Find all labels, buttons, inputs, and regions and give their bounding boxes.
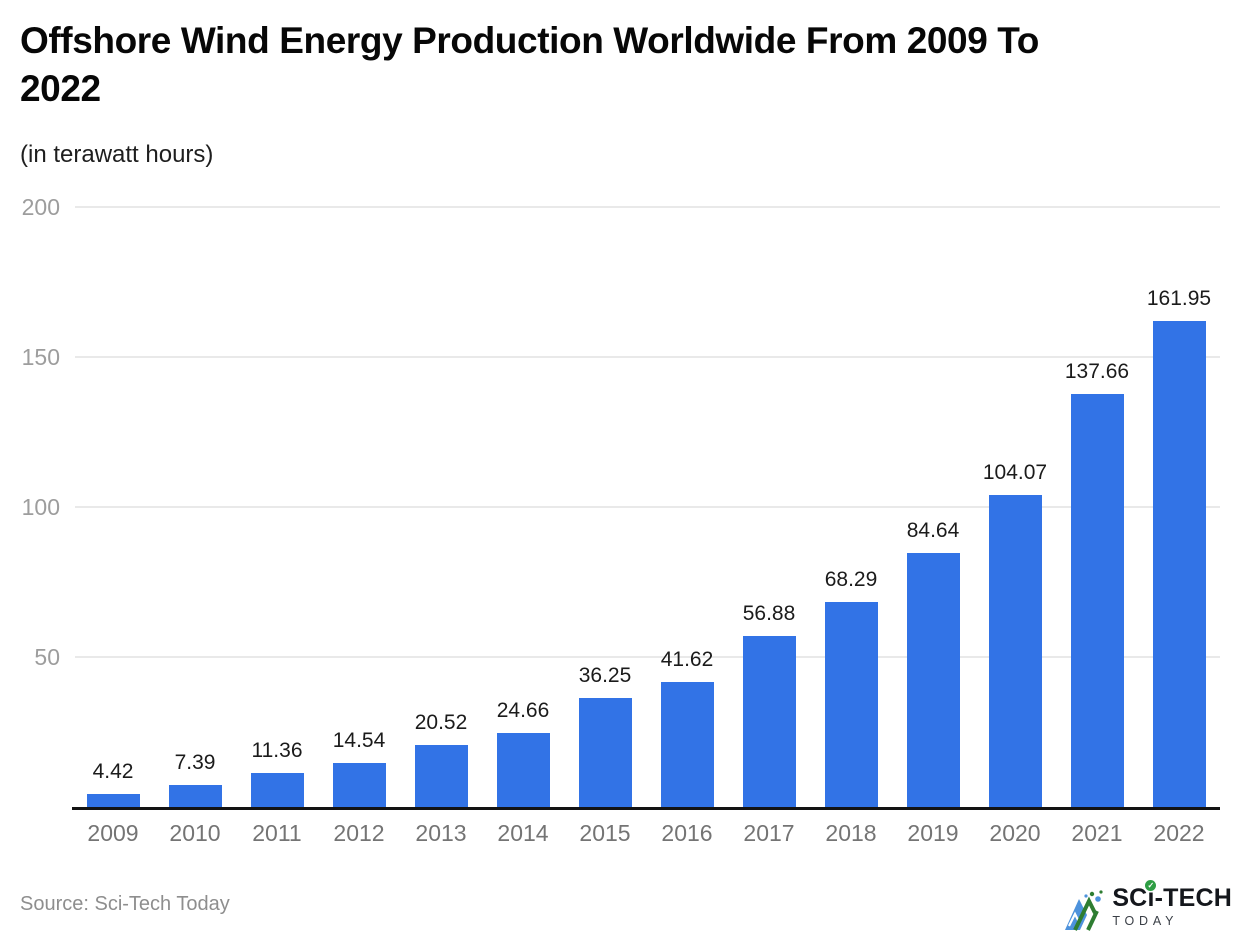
check-icon: ✓ bbox=[1145, 880, 1157, 891]
y-axis-tick-label: 150 bbox=[21, 344, 60, 370]
bar-2014 bbox=[496, 733, 550, 807]
x-axis-tick-label: 2009 bbox=[87, 820, 139, 846]
gridline bbox=[75, 206, 1220, 208]
bar-2018 bbox=[824, 602, 878, 807]
bar-2020 bbox=[988, 494, 1042, 807]
bar-value-label: 161.95 bbox=[1146, 287, 1212, 311]
bar-value-label: 84.64 bbox=[906, 519, 960, 543]
bar-group-2011: 11.36 bbox=[236, 207, 318, 807]
page-title-line1: Offshore Wind Energy Production Worldwid… bbox=[20, 20, 1039, 61]
x-axis-tick-labels: 2009 2010 2011 2012 2013 2014 2015 2016 2017 2018… bbox=[72, 807, 1220, 847]
bar-2016 bbox=[660, 682, 714, 807]
x-axis-tick-label: 2015 bbox=[579, 820, 631, 846]
bar-value-label: 41.62 bbox=[660, 648, 714, 672]
logo-wordmark: SCi ✓ -TECH bbox=[1112, 880, 1232, 912]
bar-group-2019: 84.64 bbox=[892, 207, 974, 807]
x-axis-tick-label: 2014 bbox=[497, 820, 549, 846]
bar-value-label: 137.66 bbox=[1064, 360, 1130, 384]
logo-dot bbox=[1084, 894, 1088, 898]
bar-value-label: 68.29 bbox=[824, 568, 878, 592]
sci-tech-logo-icon bbox=[1065, 890, 1103, 931]
bar-group-2016: 41.62 bbox=[646, 207, 728, 807]
source-label: Source: Sci-Tech Today bbox=[20, 893, 230, 915]
x-axis-tick-label: 2017 bbox=[743, 820, 795, 846]
bar-2019 bbox=[906, 553, 960, 807]
bar-group-2013: 20.52 bbox=[400, 207, 482, 807]
page-title-line2: 2022 bbox=[20, 68, 101, 109]
y-axis-tick-label: 100 bbox=[21, 494, 60, 520]
logo-subtext: TODAY bbox=[1112, 914, 1179, 928]
gridline bbox=[75, 656, 1220, 658]
x-axis-tick-label: 2016 bbox=[661, 820, 713, 846]
bar-2011 bbox=[250, 772, 304, 807]
x-axis-tick-label: 2013 bbox=[415, 820, 467, 846]
gridline bbox=[75, 356, 1220, 358]
bar-2021 bbox=[1070, 394, 1124, 807]
bar-value-label: 14.54 bbox=[332, 729, 386, 753]
y-axis-tick-label: 200 bbox=[21, 194, 60, 220]
bar-group-2015: 36.25 bbox=[564, 207, 646, 807]
logo-dot bbox=[1099, 890, 1103, 894]
bar-value-label: 104.07 bbox=[982, 460, 1048, 484]
bar-group-2012: 14.54 bbox=[318, 207, 400, 807]
bar-group-2010: 7.39 bbox=[154, 207, 236, 807]
logo-i-letter: i bbox=[1147, 884, 1155, 912]
x-axis-tick-label: 2010 bbox=[169, 820, 221, 846]
bar-2009 bbox=[86, 793, 140, 807]
x-axis-tick-label: 2021 bbox=[1071, 820, 1123, 846]
sci-tech-today-logo: SCi ✓ -TECH TODAY bbox=[1063, 880, 1232, 934]
bar-2013 bbox=[414, 745, 468, 807]
logo-green-stroke bbox=[1086, 910, 1100, 931]
logo-text-block: SCi ✓ -TECH TODAY bbox=[1112, 880, 1232, 928]
x-axis-tick-label: 2018 bbox=[825, 820, 877, 846]
bar-value-label: 36.25 bbox=[578, 664, 632, 688]
chart-subtitle: (in terawatt hours) bbox=[20, 141, 214, 168]
logo-green-ridge bbox=[1073, 896, 1098, 931]
bar-value-label: 4.42 bbox=[92, 759, 134, 783]
bar-value-label: 7.39 bbox=[174, 750, 216, 774]
bars-layer: 4.42 7.39 11.36 14.54 20.52 24.66 36.25 41.62 56… bbox=[72, 207, 1220, 807]
bar-group-2009: 4.42 bbox=[72, 207, 154, 807]
bar-group-2017: 56.88 bbox=[728, 207, 810, 807]
bar-value-label: 11.36 bbox=[251, 738, 303, 762]
bar-value-label: 56.88 bbox=[742, 602, 796, 626]
bar-group-2014: 24.66 bbox=[482, 207, 564, 807]
y-axis-tick-label: 50 bbox=[34, 644, 60, 670]
x-axis-tick-label: 2011 bbox=[252, 820, 302, 846]
bar-group-2021: 137.66 bbox=[1056, 207, 1138, 807]
gridline bbox=[75, 506, 1220, 508]
x-axis-tick-label: 2022 bbox=[1153, 820, 1205, 846]
x-axis-tick-label: 2020 bbox=[989, 820, 1041, 846]
bar-group-2018: 68.29 bbox=[810, 207, 892, 807]
logo-text-i: i ✓ bbox=[1145, 880, 1157, 912]
plot-area: 200 150 100 50 4.42 7.39 11.36 14.54 20.52 24.66… bbox=[22, 194, 1220, 846]
bar-2010 bbox=[168, 784, 222, 807]
bar-2012 bbox=[332, 763, 386, 807]
bar-group-2022: 161.95 bbox=[1138, 207, 1220, 807]
page-title: Offshore Wind Energy Production Worldwid… bbox=[20, 17, 1220, 113]
x-axis-tick-label: 2012 bbox=[333, 820, 385, 846]
logo-dot bbox=[1090, 891, 1095, 897]
x-axis-tick-label: 2019 bbox=[907, 820, 959, 846]
bar-2015 bbox=[578, 698, 632, 807]
bar-2017 bbox=[742, 636, 796, 807]
bar-value-label: 24.66 bbox=[496, 699, 550, 723]
bar-value-label: 20.52 bbox=[414, 711, 468, 735]
bar-group-2020: 104.07 bbox=[974, 207, 1056, 807]
bar-2022 bbox=[1152, 321, 1206, 807]
logo-zigzag bbox=[1068, 911, 1081, 927]
logo-text-sc: SC bbox=[1112, 884, 1148, 912]
logo-dot bbox=[1095, 896, 1102, 902]
logo-text-tech: -TECH bbox=[1154, 884, 1232, 912]
